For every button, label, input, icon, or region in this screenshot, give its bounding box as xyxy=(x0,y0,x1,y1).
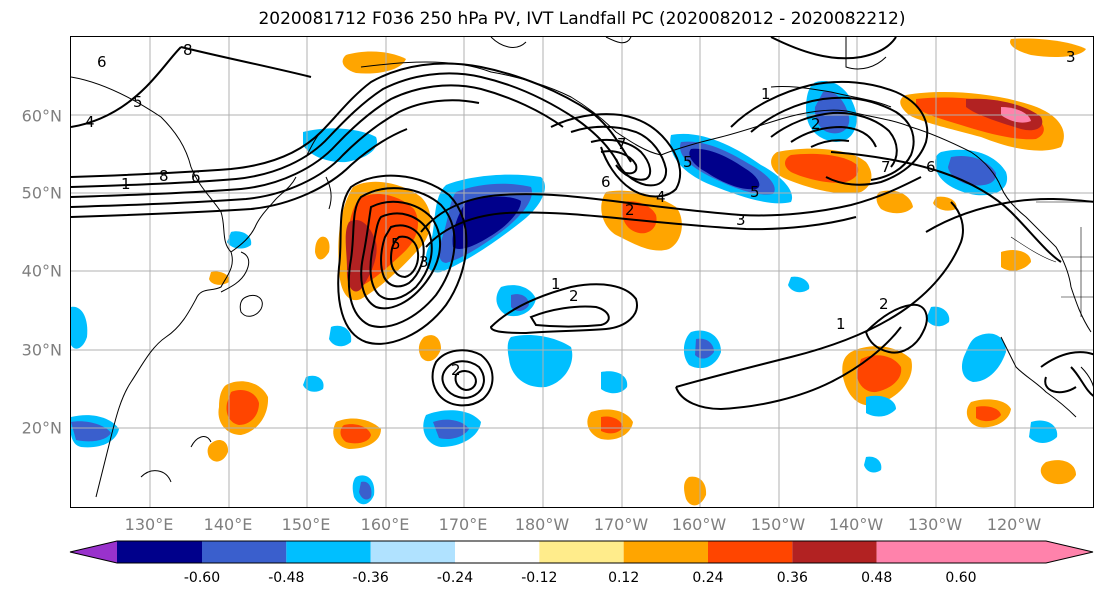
colorbar-tick-label: -0.24 xyxy=(436,570,474,586)
lon-label-130w: 130°W xyxy=(907,515,963,534)
contour-label: 5 xyxy=(683,153,693,171)
colorbar-segment xyxy=(370,541,455,563)
contour-label: 5 xyxy=(133,93,143,111)
lon-label-140e: 140°E xyxy=(203,515,253,534)
contour-label: 4 xyxy=(85,113,95,131)
colorbar-segment xyxy=(876,541,961,563)
pv-anomaly-positive xyxy=(207,38,1086,506)
colorbar-segment xyxy=(623,541,708,563)
colorbar-tick-label: 0.24 xyxy=(692,570,724,586)
colorbar-tick-label: 0.48 xyxy=(861,570,893,586)
lat-label-50n: 50°N xyxy=(21,183,62,203)
colorbar-extend-high xyxy=(1046,541,1093,563)
colorbar-segment xyxy=(455,541,540,563)
contour-label: 2 xyxy=(569,287,579,305)
contour-label: 4 xyxy=(656,188,666,206)
colorbar xyxy=(69,540,1094,564)
lon-label-180w: 180°W xyxy=(514,515,570,534)
contour-label: 1 xyxy=(836,315,846,333)
colorbar-tick-label: -0.60 xyxy=(183,570,221,586)
colorbar-tick-label: 0.36 xyxy=(776,570,808,586)
lon-label-150w: 150°W xyxy=(750,515,806,534)
contour-label: 5 xyxy=(391,235,401,253)
colorbar-extend-low xyxy=(70,541,117,563)
contour-label: 1 xyxy=(551,275,561,293)
pv-contours xyxy=(71,37,1093,411)
colorbar-tick-label: -0.12 xyxy=(521,570,558,586)
colorbar-segment xyxy=(792,541,877,563)
contour-label: 6 xyxy=(926,158,936,176)
colorbar-tick-label: 0.60 xyxy=(945,570,977,586)
colorbar-segment xyxy=(539,541,624,563)
contour-labels: 8 6 5 4 1 8 6 5 2 3 1 6 7 5 2 1 2 2 1 4 … xyxy=(85,41,1076,379)
contour-label: 8 xyxy=(159,167,169,185)
contour-label: 6 xyxy=(601,173,611,191)
contour-label: 2 xyxy=(879,295,889,313)
map-canvas: 8 6 5 4 1 8 6 5 2 3 1 6 7 5 2 1 2 2 1 4 … xyxy=(71,37,1093,507)
colorbar-segment xyxy=(202,541,287,563)
contour-label: 1 xyxy=(761,85,771,103)
colorbar-tick-label: -0.48 xyxy=(268,570,305,586)
contour-label: 3 xyxy=(736,211,746,229)
lat-label-30n: 30°N xyxy=(21,340,62,360)
contour-label: 2 xyxy=(625,201,635,219)
lat-label-60n: 60°N xyxy=(21,106,62,126)
contour-label: 2 xyxy=(811,115,821,133)
lon-label-120w: 120°W xyxy=(986,515,1042,534)
lon-label-160w: 160°W xyxy=(671,515,727,534)
contour-label: 3 xyxy=(1066,48,1076,66)
contour-label: 7 xyxy=(881,158,891,176)
contour-label: 8 xyxy=(183,41,193,59)
map-panel: 8 6 5 4 1 8 6 5 2 3 1 6 7 5 2 1 2 2 1 4 … xyxy=(70,36,1094,508)
map-title: 2020081712 F036 250 hPa PV, IVT Landfall… xyxy=(258,9,906,29)
lon-label-140w: 140°W xyxy=(828,515,884,534)
contour-label: 2 xyxy=(451,361,461,379)
colorbar-segment xyxy=(117,541,202,563)
colorbar-segment xyxy=(708,541,793,563)
lon-label-160e: 160°E xyxy=(360,515,410,534)
lat-label-20n: 20°N xyxy=(21,418,62,438)
contour-label: 5 xyxy=(750,183,760,201)
lon-label-150e: 150°E xyxy=(281,515,331,534)
lon-label-170e: 170°E xyxy=(438,515,488,534)
contour-label: 3 xyxy=(419,253,429,271)
lon-label-130e: 130°E xyxy=(124,515,174,534)
lat-label-40n: 40°N xyxy=(21,261,62,281)
colorbar-segment xyxy=(961,541,1046,563)
lon-label-170w: 170°W xyxy=(593,515,649,534)
contour-label: 1 xyxy=(121,175,131,193)
colorbar-tick-label: -0.36 xyxy=(352,570,389,586)
colorbar-segment xyxy=(286,541,371,563)
colorbar-tick-label: 0.12 xyxy=(608,570,640,586)
contour-label: 6 xyxy=(191,168,201,186)
contour-label: 6 xyxy=(97,53,107,71)
contour-label: 7 xyxy=(617,135,627,153)
